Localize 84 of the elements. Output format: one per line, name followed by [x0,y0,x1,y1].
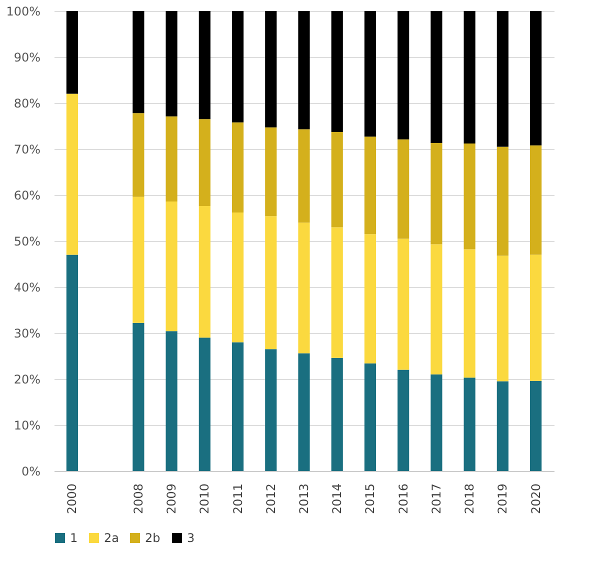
bar [530,145,542,255]
bar [232,11,244,122]
bar [398,139,410,239]
y-tick-label: 60% [14,188,40,202]
bar [232,342,244,471]
bar [364,11,376,137]
bar [530,11,542,146]
bar [166,116,178,202]
x-tick-label: 2019 [496,484,510,514]
bar [132,113,144,197]
bar [464,378,476,471]
x-tick-label: 2014 [330,484,344,514]
legend-label: 2a [104,531,119,545]
bar [331,227,343,358]
bar [496,381,508,471]
bar [530,254,542,381]
legend-label: 1 [70,531,78,545]
bar [496,11,508,147]
x-tick-label: 2015 [363,484,378,514]
bar [364,234,376,364]
x-tick-label: 2016 [396,484,410,514]
bar [265,216,277,350]
bar [298,11,310,130]
bar [430,143,442,244]
bar [364,363,376,471]
x-tick-label: 2012 [264,484,278,514]
bar [166,11,178,116]
y-tick-label: 20% [14,372,40,386]
x-tick-label: 2013 [297,484,311,514]
y-tick-label: 50% [14,234,40,248]
bar [298,129,310,223]
bar [464,249,476,378]
legend-label: 3 [187,531,195,545]
bar [265,127,277,216]
legend-label: 2b [145,531,160,545]
y-tick-label: 10% [14,418,40,432]
bar [430,374,442,471]
x-tick-label: 2008 [131,484,146,514]
bar [496,146,508,256]
x-tick-label: 2009 [164,484,179,514]
bar [464,143,476,250]
bar [496,256,508,382]
x-tick-label: 2020 [528,484,543,514]
y-tick-label: 30% [14,326,40,340]
x-tick-label: 2018 [462,484,477,514]
y-tick-label: 40% [14,280,40,294]
bar [430,11,442,144]
bar [398,370,410,471]
bar [166,331,178,471]
bar [232,122,244,212]
bar [66,94,78,255]
bar [364,136,376,234]
bar [198,206,210,338]
bar [232,212,244,342]
x-tick-label: 2011 [230,484,245,514]
bar [331,132,343,228]
bar [430,244,442,374]
bar [198,338,210,471]
bar [66,11,78,94]
bar [166,201,178,332]
bar [198,11,210,120]
x-tick-label: 2000 [65,484,80,514]
bar [464,11,476,144]
bar [198,119,210,206]
y-tick-label: 70% [14,142,40,156]
bar [265,11,277,128]
bar [398,238,410,370]
y-tick-label: 80% [14,96,40,110]
bar [265,349,277,471]
bar [530,380,542,471]
bar [298,222,310,354]
bar [132,196,144,323]
y-tick-label: 100% [6,4,40,18]
x-tick-label: 2010 [198,484,212,514]
bar [298,353,310,471]
x-tick-label: 2017 [429,484,444,514]
bar [331,358,343,471]
bar [66,254,78,471]
bar [398,11,410,140]
y-tick-label: 0% [21,464,40,478]
y-tick-label: 90% [14,50,40,64]
bar [331,11,343,132]
bar [132,11,144,114]
bar [132,322,144,471]
